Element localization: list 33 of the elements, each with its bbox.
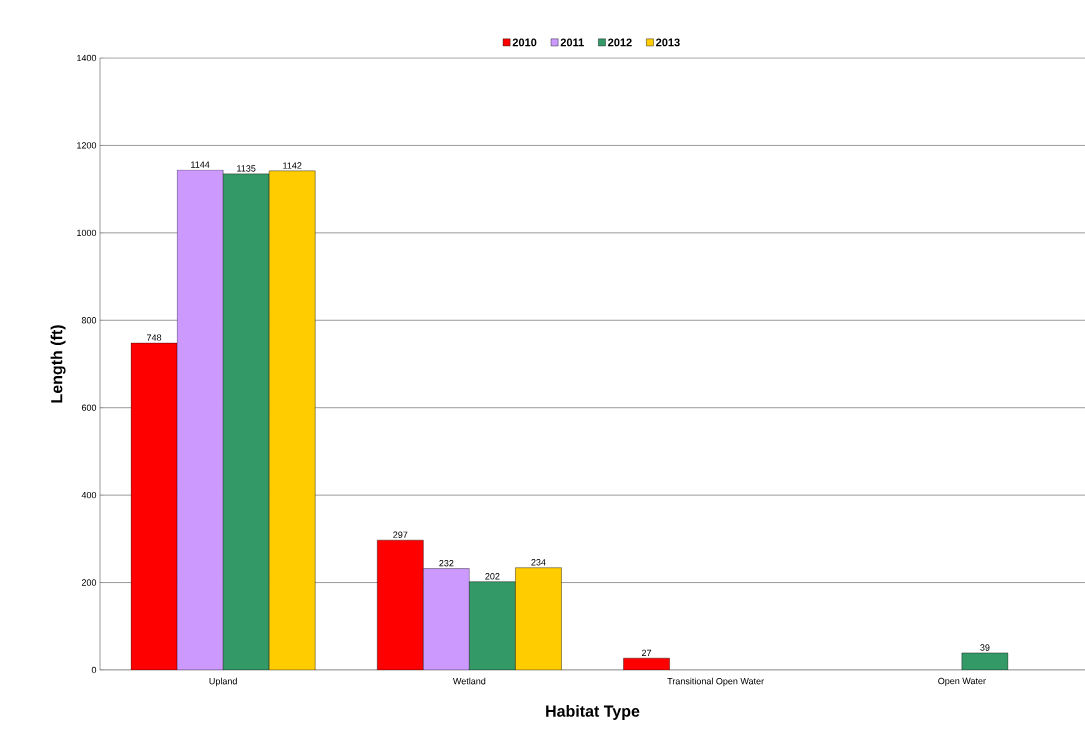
y-tick-label: 1200 [77, 142, 97, 149]
y-axis-title: Length (ft) [50, 325, 66, 403]
legend-label: 2012 [608, 38, 632, 47]
data-label: 234 [531, 559, 546, 566]
x-tick-label: Open Water [938, 677, 986, 686]
y-tick-label: 1400 [77, 54, 97, 62]
legend-label: 2011 [560, 38, 584, 47]
x-axis-title: Habitat Type [546, 705, 640, 720]
bar [469, 581, 516, 670]
x-tick-label: Upland [209, 677, 237, 687]
x-tick-label: Wetland [453, 677, 486, 685]
legend-label: 2013 [656, 38, 680, 47]
data-label: 39 [980, 644, 990, 651]
data-label: 232 [439, 559, 454, 567]
legend-label: 2010 [512, 38, 537, 47]
y-tick-label: 400 [81, 491, 97, 499]
bar [222, 173, 270, 670]
data-label: 27 [642, 649, 652, 656]
data-label: 297 [393, 531, 408, 538]
y-tick-label: 800 [81, 317, 97, 324]
y-tick-label: 200 [81, 579, 97, 586]
bar [623, 657, 670, 670]
y-tick-label: 0 [91, 666, 97, 674]
x-tick-label: Transitional Open Water [667, 677, 764, 687]
data-label: 1144 [191, 161, 210, 168]
y-tick-label: 1000 [77, 229, 97, 237]
data-label: 748 [147, 334, 162, 341]
data-label: 1142 [283, 162, 302, 169]
y-tick-label: 600 [81, 404, 97, 411]
data-label: 202 [485, 573, 500, 580]
bar [515, 567, 562, 670]
data-label: 1135 [237, 165, 256, 172]
bar [268, 170, 316, 670]
